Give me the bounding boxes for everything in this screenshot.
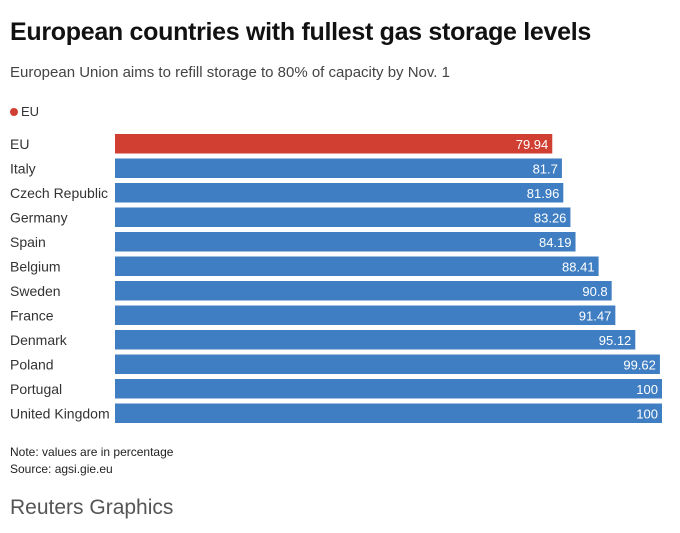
data-label: 90.8 <box>582 284 607 299</box>
data-label: 91.47 <box>579 308 612 323</box>
data-label: 99.62 <box>623 357 656 372</box>
data-label: 81.96 <box>527 186 560 201</box>
bar-chart: EU 79.94 Italy 81.7 Czech Republic 81.96 Germa… <box>0 130 680 430</box>
chart-subtitle: European Union aims to refill storage to… <box>10 64 450 81</box>
brand-logo-text: Reuters Graphics <box>10 496 174 519</box>
bar <box>115 183 564 203</box>
category-label: EU <box>10 136 29 152</box>
category-label: Poland <box>10 356 54 372</box>
bar <box>115 232 576 252</box>
category-label: Spain <box>10 234 46 250</box>
legend-label: EU <box>21 104 40 119</box>
footnote: Note: values are in percentage Source: a… <box>10 444 173 478</box>
category-label: Italy <box>10 160 36 176</box>
bar <box>115 354 660 374</box>
data-label: 81.7 <box>533 161 558 176</box>
data-label: 95.12 <box>599 333 632 348</box>
bar <box>115 134 553 154</box>
bar-chart-svg: EU 79.94 Italy 81.7 Czech Republic 81.96 Germa… <box>10 134 662 423</box>
category-label: United Kingdom <box>10 405 110 421</box>
legend-swatch <box>10 107 18 116</box>
bar <box>115 403 662 423</box>
category-label: Belgium <box>10 258 61 274</box>
bar <box>115 379 662 399</box>
category-label: Germany <box>10 209 68 225</box>
category-label: Czech Republic <box>10 185 108 201</box>
source-text: Source: agsi.gie.eu <box>10 462 113 476</box>
data-label: 100 <box>636 382 658 397</box>
bar <box>115 281 612 301</box>
data-label: 79.94 <box>516 137 549 152</box>
category-label: Portugal <box>10 381 62 397</box>
data-label: 84.19 <box>539 235 572 250</box>
note-text: Note: values are in percentage <box>10 445 174 459</box>
bar <box>115 207 571 227</box>
chart-title: European countries with fullest gas stor… <box>10 18 591 46</box>
bar <box>115 330 636 350</box>
category-label: Sweden <box>10 283 61 299</box>
data-label: 100 <box>636 406 658 421</box>
data-label: 83.26 <box>534 210 567 225</box>
bar <box>115 256 599 276</box>
data-label: 88.41 <box>562 259 595 274</box>
bar <box>115 305 616 325</box>
category-label: Denmark <box>10 332 68 348</box>
legend: EU <box>10 104 39 119</box>
bar <box>115 158 562 178</box>
category-label: France <box>10 307 54 323</box>
